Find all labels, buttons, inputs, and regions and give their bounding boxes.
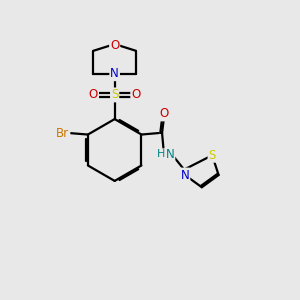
Text: O: O <box>89 88 98 101</box>
Text: O: O <box>110 39 119 52</box>
Text: S: S <box>111 88 118 101</box>
Text: N: N <box>110 67 119 80</box>
Text: N: N <box>166 148 174 161</box>
Text: O: O <box>160 107 169 120</box>
Text: S: S <box>208 149 216 162</box>
Text: Br: Br <box>56 127 69 140</box>
Text: N: N <box>181 169 189 182</box>
Text: H: H <box>156 149 165 159</box>
Text: O: O <box>131 88 140 101</box>
